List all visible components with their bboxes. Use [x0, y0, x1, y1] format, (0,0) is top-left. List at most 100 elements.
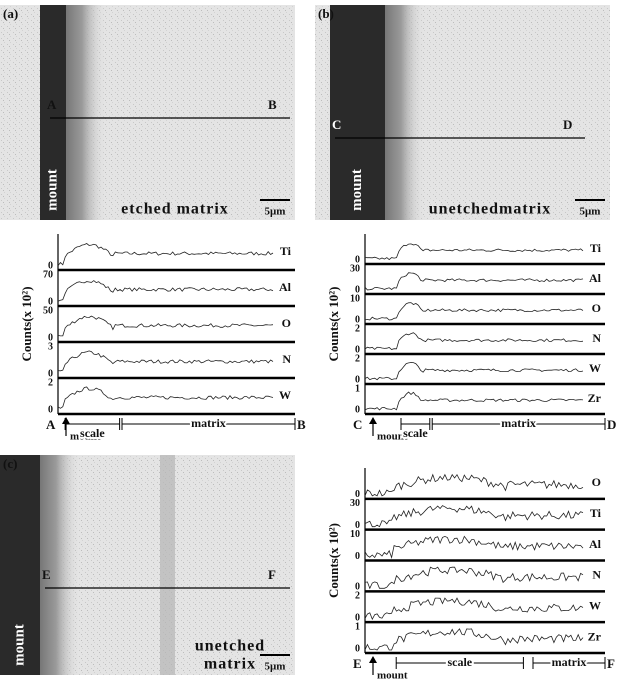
tick-label: 0: [48, 332, 53, 343]
mount-region: [40, 5, 66, 220]
scale-layer: [160, 455, 175, 675]
profile-trace: [57, 350, 274, 372]
element-label: Ti: [590, 241, 602, 255]
matrix-label: matrix: [552, 655, 587, 669]
arrow-head: [62, 417, 70, 424]
element-label: Zr: [588, 629, 602, 643]
scan-start: E: [353, 656, 362, 671]
y-axis-label: Counts(x 10²): [326, 523, 341, 598]
tick-label: 0: [355, 582, 360, 593]
scan-start: C: [353, 417, 362, 432]
element-label: N: [282, 352, 291, 366]
element-label: Al: [589, 537, 602, 551]
mount-region: [0, 455, 40, 675]
mount-label: mount: [377, 431, 408, 443]
profile-trace: [57, 386, 274, 409]
matrix-label: etched matrix: [121, 201, 229, 218]
profile-trace: [364, 332, 584, 350]
mount-label: mount: [11, 624, 27, 666]
tick-label: 0: [355, 612, 360, 623]
tick-label: 0: [355, 489, 360, 500]
element-label: N: [592, 331, 601, 345]
y-axis-label: Counts(x 10²): [19, 286, 34, 361]
profile-trace: [57, 243, 274, 267]
tick-label: 10: [350, 529, 360, 540]
element-label: Al: [589, 271, 602, 285]
scan-end: F: [607, 656, 615, 671]
tick-label: 0: [355, 314, 360, 325]
profile-trace: [57, 315, 274, 337]
scan-end: F: [268, 567, 276, 582]
profile-trace: [364, 505, 584, 528]
matrix-label: unetched: [195, 638, 265, 655]
panel-label: (b): [318, 6, 334, 21]
matrix-label: matrix: [191, 416, 226, 430]
element-label: W: [589, 599, 601, 613]
scale-label: scale: [80, 426, 105, 440]
tick-label: 0: [355, 404, 360, 415]
tick-label: 2: [355, 353, 360, 364]
tick-label: 1: [355, 383, 360, 394]
element-label: Zr: [588, 391, 602, 405]
mount-label: mount: [44, 169, 60, 211]
tick-label: 0: [355, 344, 360, 355]
tick-label: 0: [355, 254, 360, 265]
scan-end: D: [607, 417, 616, 432]
tick-label: 0: [355, 284, 360, 295]
element-label: O: [592, 301, 601, 315]
tick-label: 70: [43, 269, 53, 280]
scale-layer: [385, 5, 425, 220]
scale-bar-label: 5μm: [265, 206, 286, 218]
tick-label: 0: [48, 296, 53, 307]
element-label: W: [589, 361, 601, 375]
scan-start: E: [42, 567, 51, 582]
scale-layer: [40, 455, 80, 675]
profile-trace: [364, 597, 584, 621]
tick-label: 3: [48, 341, 53, 352]
tick-label: 2: [355, 591, 360, 602]
tick-label: 0: [48, 260, 53, 271]
scan-end: B: [268, 97, 277, 112]
y-axis-label: Counts(x 10²): [326, 286, 341, 361]
tick-label: 0: [48, 404, 53, 415]
tick-label: 30: [350, 263, 360, 274]
tick-label: 30: [350, 498, 360, 509]
profile-trace: [364, 362, 584, 381]
tick-label: 0: [355, 520, 360, 531]
scale-label: scale: [447, 655, 472, 669]
element-label: O: [282, 316, 291, 330]
scan-end: B: [297, 417, 306, 432]
profile-trace: [364, 243, 584, 261]
mount-label: mount: [70, 431, 101, 443]
tick-label: 0: [355, 551, 360, 562]
element-label: Ti: [280, 244, 292, 258]
scan-start: A: [46, 417, 56, 432]
profile-trace: [364, 272, 584, 291]
element-label: Ti: [590, 506, 602, 520]
element-label: W: [279, 388, 291, 402]
tick-label: 0: [355, 374, 360, 385]
matrix-label: unetchedmatrix: [429, 201, 551, 218]
scale-layer: [66, 5, 106, 220]
arrow-head: [369, 656, 377, 663]
tick-label: 50: [43, 305, 53, 316]
scale-bar-label: 5μm: [265, 661, 286, 673]
profile-trace: [364, 535, 584, 559]
profile-trace: [364, 391, 584, 411]
tick-label: 2: [48, 377, 53, 388]
profile-trace: [364, 566, 584, 590]
mount-label: mount: [349, 169, 365, 211]
matrix-label: matrix: [501, 416, 536, 430]
profile-trace: [364, 302, 584, 321]
profile-trace: [364, 473, 584, 497]
profile-trace: [57, 280, 274, 302]
matrix-label: matrix: [204, 656, 256, 673]
panel-label: (c): [3, 456, 17, 471]
scale-label: scale: [403, 426, 428, 440]
tick-label: 0: [355, 643, 360, 654]
tick-label: 10: [350, 293, 360, 304]
arrow-head: [369, 417, 377, 424]
mount-label: mount: [377, 670, 408, 682]
mount-region: [330, 5, 385, 220]
